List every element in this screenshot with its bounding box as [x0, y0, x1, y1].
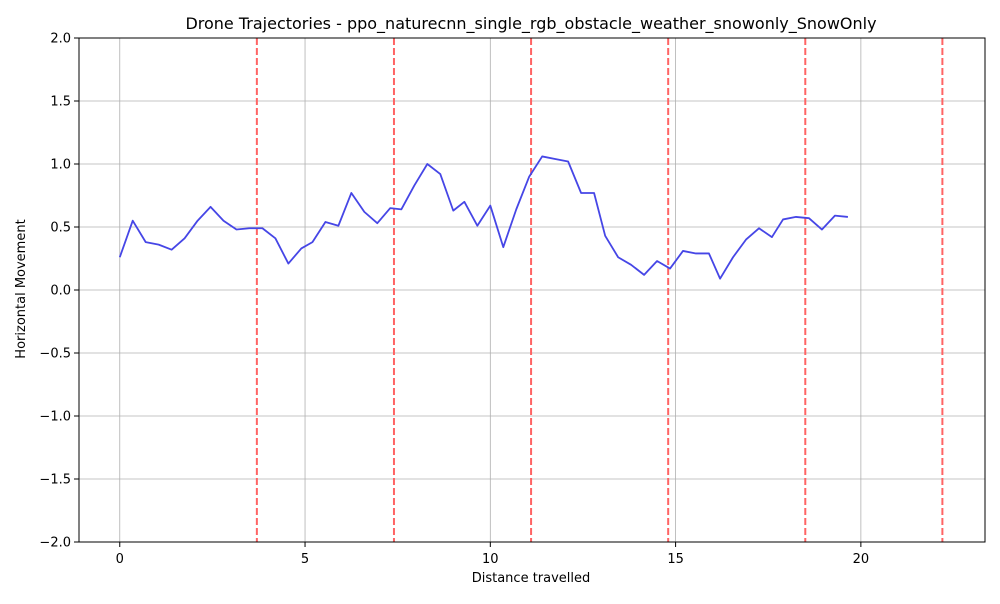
- y-axis-label: Horizontal Movement: [14, 219, 29, 358]
- y-tick-label: −1.5: [39, 473, 71, 488]
- series-layer: [118, 155, 848, 280]
- y-tick-label: −2.0: [39, 536, 71, 551]
- y-tick-label: 0.5: [50, 221, 71, 236]
- x-tick-label: 15: [667, 552, 684, 567]
- tick-label-layer: 0 5 10 15 20 2.0 1.5 1.0 0.5 0.0 −0.5 −1.0 −1.5 −2.0: [39, 32, 869, 568]
- y-tick-label: −1.0: [39, 410, 71, 425]
- x-tick-label: 0: [116, 552, 124, 567]
- y-tick-label: 0.0: [50, 284, 71, 299]
- y-tick-label: 1.0: [50, 158, 71, 173]
- y-tick-label: 1.5: [50, 95, 71, 110]
- x-axis-label: Distance travelled: [472, 571, 591, 586]
- vertical-marker-layer: [255, 38, 944, 542]
- y-tick-label: −0.5: [39, 347, 71, 362]
- x-tick-label: 5: [301, 552, 309, 567]
- y-tick-label: 2.0: [50, 32, 71, 47]
- x-tick-label: 20: [853, 552, 870, 567]
- x-tick-label: 10: [482, 552, 499, 567]
- trajectory-line: [118, 155, 848, 280]
- chart-title: Drone Trajectories - ppo_naturecnn_singl…: [185, 14, 876, 34]
